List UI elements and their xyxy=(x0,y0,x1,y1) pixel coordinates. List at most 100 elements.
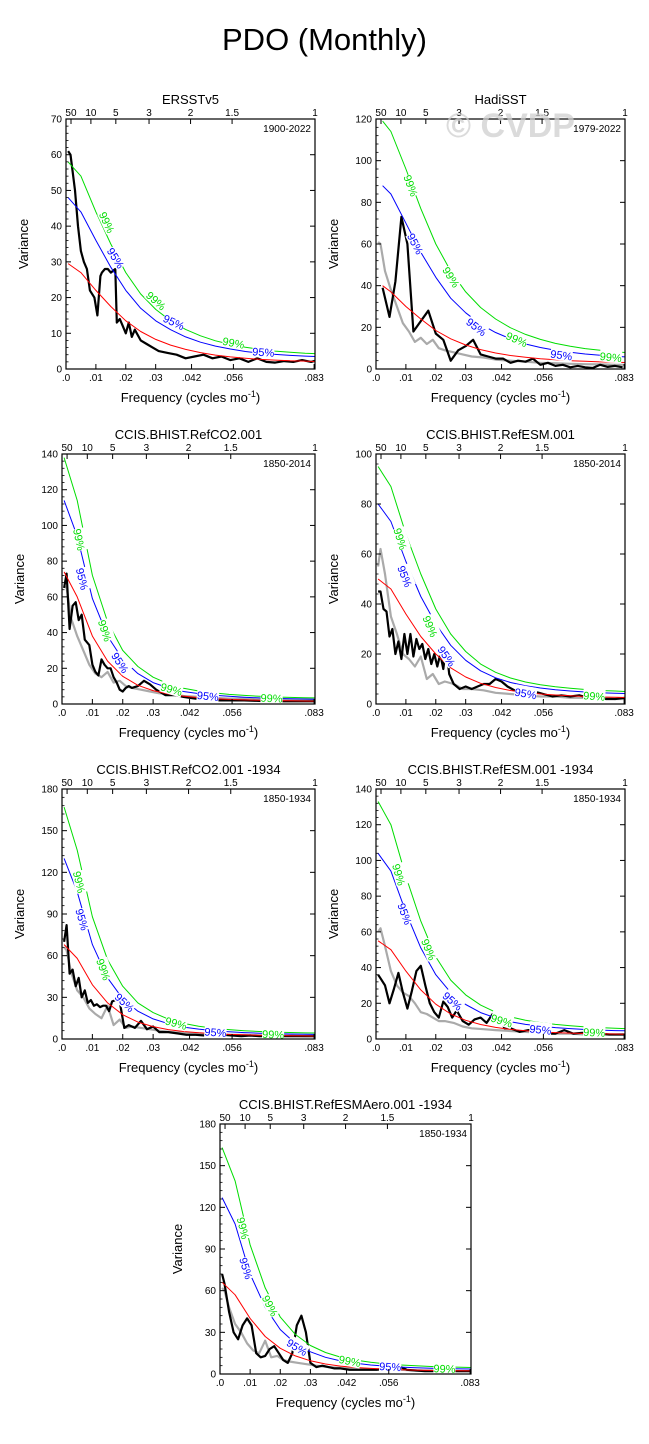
chart-2-annotation-bg xyxy=(599,348,623,364)
chart-1-series-spectrum-line xyxy=(67,150,315,364)
watermark: © CVDP xyxy=(446,107,575,145)
chart-1-annotation-label: 95% xyxy=(161,313,186,333)
chart-2-ytick-label: 100 xyxy=(355,156,372,167)
chart-6-xtick-label: .02 xyxy=(429,1043,443,1054)
chart-5-annotation-label: 95% xyxy=(204,1026,227,1040)
chart-4-annotation-bg xyxy=(435,642,460,669)
chart-4-period-tick-label: 2 xyxy=(498,443,504,454)
chart-1-xtick-label: .02 xyxy=(119,373,133,384)
chart-6-annotation-bg xyxy=(440,988,466,1013)
chart-4-annotation-bg xyxy=(582,687,606,703)
chart-6-annotation-bg xyxy=(582,1024,606,1039)
chart-2-ytick-label: 20 xyxy=(361,323,373,334)
chart-2-series-reference-line xyxy=(377,241,625,366)
chart-6-annotation-5: 99% xyxy=(489,1010,515,1031)
chart-2-ytick-label: 60 xyxy=(361,240,373,251)
chart-1-annotation-label: 99% xyxy=(96,210,116,235)
chart-3-annotation-bg xyxy=(196,687,220,703)
chart-3-annotation-label: 95% xyxy=(196,690,219,704)
chart-6-xtick-label: .083 xyxy=(614,1043,634,1054)
chart-7-annotation-3: 99% xyxy=(259,1292,282,1319)
chart-3-annotation-bg xyxy=(71,527,89,552)
chart-2-period-tick-label: 3 xyxy=(456,108,462,119)
chart-4-annotation-label: 99% xyxy=(390,527,408,552)
chart-5-xlabel-main: Frequency (cycles mo xyxy=(119,1060,246,1075)
chart-7-annotation-label: 95% xyxy=(284,1337,309,1359)
chart-6-ytick-label: 100 xyxy=(355,856,372,867)
chart-4-annotation-5: 95% xyxy=(513,684,538,702)
chart-5-xtick-label: .01 xyxy=(85,1043,99,1054)
chart-3-xtick-label: .03 xyxy=(146,708,160,719)
chart-1-xtick-label: .01 xyxy=(89,373,103,384)
chart-2-annotation-3: 99% xyxy=(439,263,464,290)
chart-7-xtick-label: .042 xyxy=(337,1378,357,1389)
chart-2-annotation-bg xyxy=(401,172,422,198)
chart-7-ytick-label: 0 xyxy=(210,1370,216,1381)
chart-1-series-99-percent-line xyxy=(67,161,315,355)
chart-1-period-tick-label: 3 xyxy=(146,108,152,119)
chart-6-annotation-6: 95% xyxy=(529,1020,553,1038)
chart-5-annotation-4: 95% xyxy=(112,989,138,1015)
chart-5-annotation-label: 99% xyxy=(93,957,112,982)
chart-2-period-tick-label: 10 xyxy=(395,108,407,119)
chart-1-annotation-label: 95% xyxy=(252,346,275,360)
chart-7-series-red-noise-line xyxy=(221,1281,471,1372)
chart-1-annotation-label: 99% xyxy=(143,290,168,314)
chart-6-series-spectrum-line xyxy=(377,964,625,1036)
chart-5-annotation-5: 99% xyxy=(164,1013,189,1033)
chart-5-annotation-label: 99% xyxy=(164,1015,189,1033)
chart-3-ytick-label: 0 xyxy=(52,700,58,711)
chart-2-annotation-label: 99% xyxy=(504,330,529,350)
chart-1-annotation-bg xyxy=(97,209,119,235)
chart-3-period-tick-label: 1.5 xyxy=(224,443,238,454)
chart-3-annotation-bg xyxy=(159,678,185,698)
chart-5-annotation-2: 95% xyxy=(72,906,93,932)
chart-4-xtick-label: .056 xyxy=(534,708,554,719)
chart-3-annotation-5: 99% xyxy=(159,678,185,699)
chart-1-xlabel-main: Frequency (cycles mo xyxy=(121,390,248,405)
chart-2-annotation-1: 99% xyxy=(400,172,422,198)
chart-2-xlabel-main: Frequency (cycles mo xyxy=(431,390,558,405)
chart-2-annotation-bg xyxy=(464,314,490,338)
chart-3-xlabel-sup: -1 xyxy=(246,724,254,734)
chart-3-series-reference-line xyxy=(63,585,315,701)
chart-5-plot-frame xyxy=(61,788,316,1040)
chart-1-xtick-label: .056 xyxy=(224,373,244,384)
chart-1-period-tick-label: 2 xyxy=(188,108,194,119)
chart-2-annotation-6: 95% xyxy=(549,346,574,363)
chart-4-annotation-bg xyxy=(391,526,411,551)
chart-1-annotation-bg xyxy=(221,333,246,351)
chart-6-xtick-label: .042 xyxy=(492,1043,512,1054)
chart-7-ytick-label: 90 xyxy=(205,1245,217,1256)
chart-2-xtick-label: .042 xyxy=(492,373,512,384)
chart-6-ytick-label: 60 xyxy=(361,927,373,938)
chart-2-ytick-label: 120 xyxy=(355,115,372,126)
chart-1-annotation-bg xyxy=(105,244,128,271)
chart-1-xtick-label: .0 xyxy=(62,373,71,384)
chart-5-period-tick-label: 10 xyxy=(82,778,94,789)
chart-4-series-99-percent-line xyxy=(377,466,625,692)
chart-2-period-tick-label: 2 xyxy=(498,108,504,119)
chart-1-ytick-label: 60 xyxy=(51,150,63,161)
chart-7-annotation-bg xyxy=(235,1215,253,1241)
chart-5-period-tick-label: 3 xyxy=(144,778,150,789)
chart-4-xtick-label: .03 xyxy=(459,708,473,719)
chart-1-annotation-2: 95% xyxy=(104,244,128,271)
chart-7-ytick-label: 60 xyxy=(205,1286,217,1297)
chart-3-annotation-label: 95% xyxy=(73,567,90,591)
chart-6-xlabel-main: Frequency (cycles mo xyxy=(431,1060,558,1075)
chart-7-series-99-percent-line xyxy=(221,1147,471,1368)
chart-2-annotation-bg xyxy=(504,328,530,349)
chart-6-period-tick-label: 1 xyxy=(622,778,628,789)
chart-6-period-tick-label: 5 xyxy=(423,778,429,789)
chart-5-xtick-label: .0 xyxy=(58,1043,67,1054)
chart-4-ytick-label: 80 xyxy=(361,500,373,511)
chart-5-annotation-bg xyxy=(71,869,90,894)
chart-2-annotation-bg xyxy=(549,346,574,362)
chart-3-annotation-bg xyxy=(109,649,133,675)
chart-5-annotation-bg xyxy=(204,1023,227,1039)
chart-4-xlabel-end: ) xyxy=(566,725,570,740)
chart-3-series-spectrum-line xyxy=(63,572,315,703)
chart-5-xtick-label: .02 xyxy=(116,1043,130,1054)
chart-7-period-tick-label: 50 xyxy=(219,1113,231,1124)
